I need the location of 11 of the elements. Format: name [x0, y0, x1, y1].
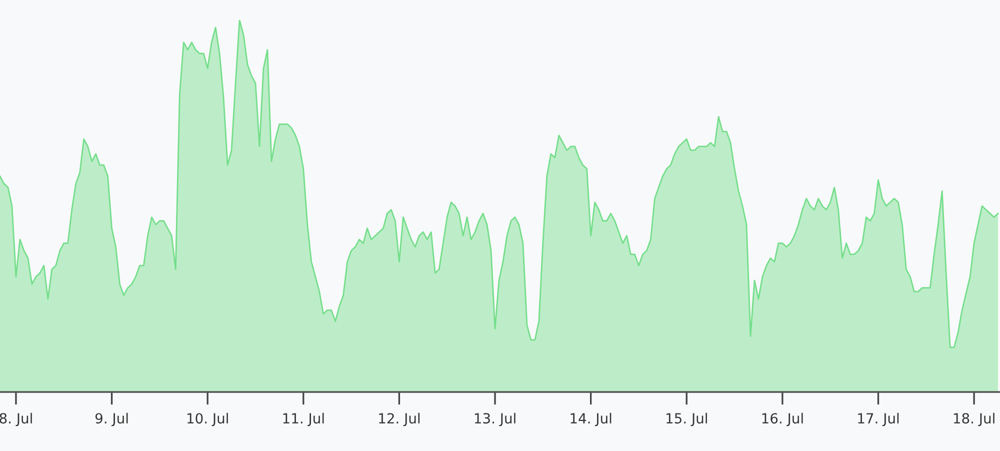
x-tick-label: 8. Jul: [0, 412, 32, 426]
x-tick-label: 14. Jul: [570, 412, 612, 426]
x-tick-label: 16. Jul: [762, 412, 803, 426]
x-tick-label: 9. Jul: [95, 412, 128, 426]
x-tick-label: 11. Jul: [283, 412, 324, 426]
x-tick-label: 15. Jul: [666, 412, 707, 426]
x-tick-label: 10. Jul: [187, 412, 228, 426]
x-tick-label: 12. Jul: [379, 412, 420, 426]
x-tick-label: 17. Jul: [858, 412, 899, 426]
x-tick-label: 18. Jul: [954, 412, 994, 426]
x-tick-label: 13. Jul: [474, 412, 516, 426]
